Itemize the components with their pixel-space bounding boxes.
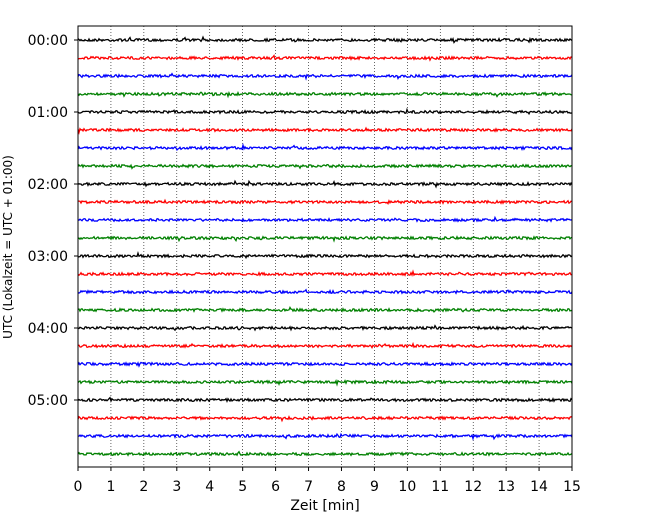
x-tick-label: 0 xyxy=(74,479,83,495)
trace-line xyxy=(77,235,573,243)
x-tick-label: 14 xyxy=(530,479,548,495)
x-tick-label: 6 xyxy=(271,479,280,495)
x-tick-label: 13 xyxy=(497,479,515,495)
trace-line xyxy=(77,378,573,387)
y-axis-ticks: 00:00 01:00 02:00 03:00 04:00 05:00 xyxy=(28,33,78,409)
x-tick-label: 7 xyxy=(304,479,313,495)
trace-line xyxy=(77,179,573,189)
trace-line xyxy=(77,288,573,295)
x-tick-label: 11 xyxy=(431,479,449,495)
x-tick-label: 10 xyxy=(398,479,416,495)
trace-line xyxy=(77,35,573,44)
trace-line xyxy=(77,163,573,170)
trace-line xyxy=(77,415,573,423)
x-tick-label: 12 xyxy=(464,479,482,495)
y-tick-label: 04:00 xyxy=(28,321,68,337)
y-tick-label: 02:00 xyxy=(28,177,68,193)
x-tick-label: 4 xyxy=(205,479,214,495)
x-tick-label: 1 xyxy=(106,479,115,495)
trace-line xyxy=(77,324,573,332)
y-tick-label: 05:00 xyxy=(28,393,68,409)
x-tick-label: 8 xyxy=(337,479,346,495)
trace-line xyxy=(77,341,573,350)
trace-line xyxy=(77,54,573,62)
y-tick-label: 00:00 xyxy=(28,33,68,49)
trace-line xyxy=(77,450,573,457)
x-tick-label: 5 xyxy=(238,479,247,495)
trace-line xyxy=(77,107,573,116)
seismic-traces xyxy=(77,35,573,457)
x-axis-label: Zeit [min] xyxy=(290,498,359,514)
plot-frame xyxy=(77,25,573,468)
y-axis-label: UTC (Lokalzeit = UTC + 01:00) xyxy=(1,155,15,339)
trace-line xyxy=(77,142,573,151)
x-tick-label: 3 xyxy=(172,479,181,495)
trace-line xyxy=(77,432,573,441)
trace-line xyxy=(77,396,573,403)
x-tick-label: 2 xyxy=(139,479,148,495)
x-axis-ticks: 0 1 2 3 4 5 6 7 8 9 10 11 12 13 14 15 xyxy=(74,467,581,495)
trace-line xyxy=(77,306,573,313)
x-tick-label: 15 xyxy=(563,479,581,495)
trace-line xyxy=(77,269,573,277)
trace-line xyxy=(77,72,573,81)
trace-line xyxy=(77,198,573,205)
y-tick-label: 01:00 xyxy=(28,105,68,121)
trace-line xyxy=(77,215,573,223)
trace-line xyxy=(77,126,573,135)
plot-background xyxy=(78,26,572,467)
trace-line xyxy=(77,361,573,368)
x-tick-label: 9 xyxy=(370,479,379,495)
trace-line xyxy=(77,250,573,260)
y-tick-label: 03:00 xyxy=(28,249,68,265)
trace-line xyxy=(77,91,573,99)
